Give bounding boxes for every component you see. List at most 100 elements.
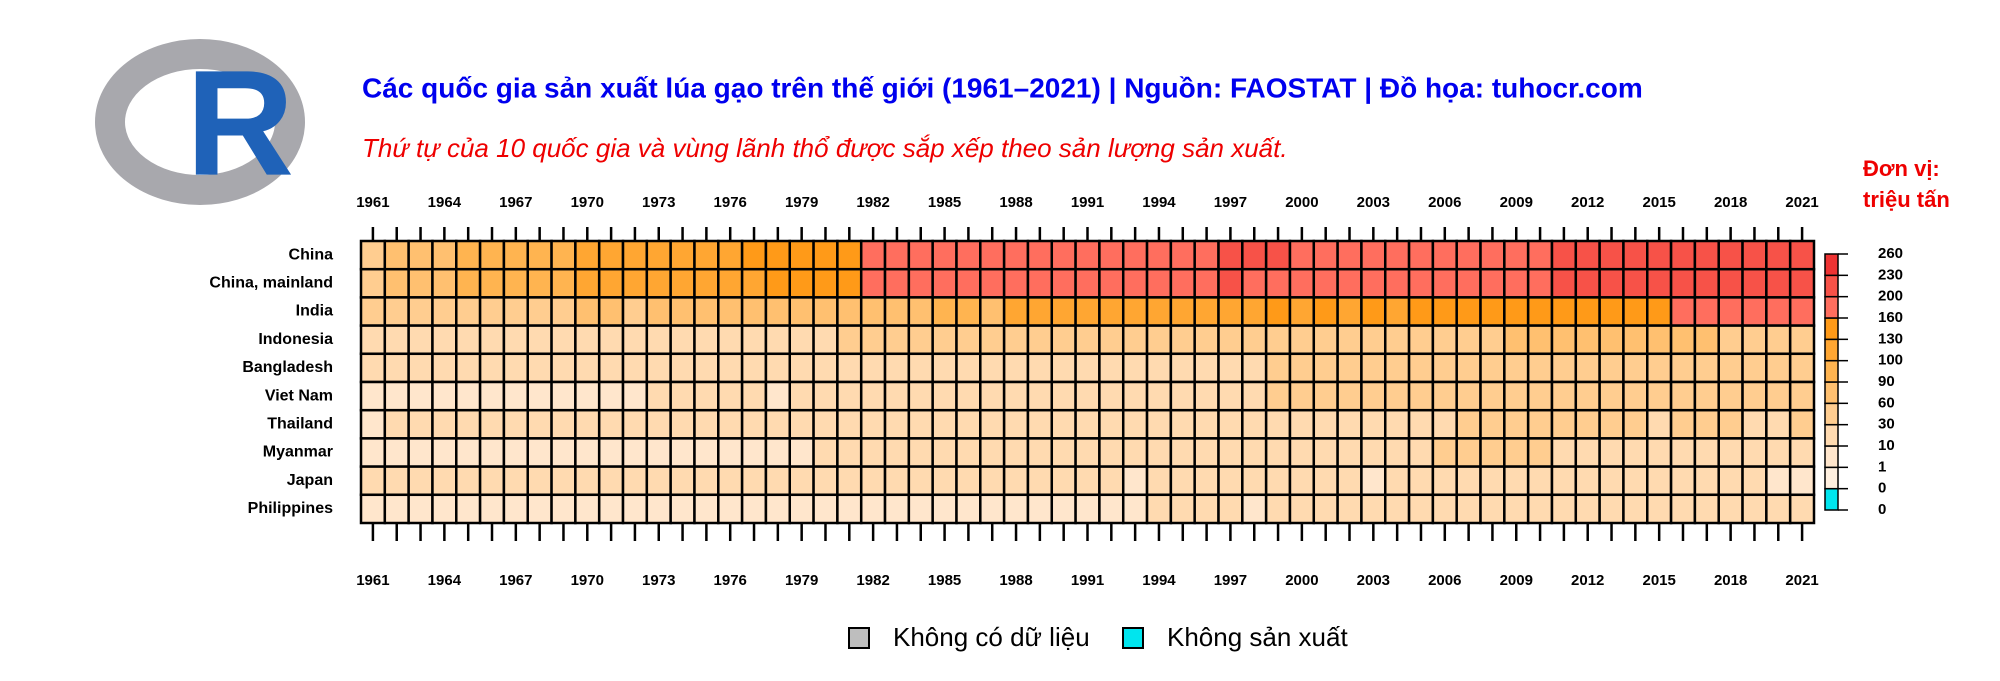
cell	[1765, 465, 1792, 497]
cell	[1574, 493, 1601, 525]
legend-tick-label: 100	[1878, 352, 1903, 369]
cell	[1002, 324, 1030, 356]
cell	[764, 352, 792, 384]
row-label: Indonesia	[258, 331, 333, 348]
cell	[1765, 493, 1792, 525]
cell	[1455, 408, 1482, 440]
cell	[407, 324, 434, 356]
cell	[788, 239, 815, 271]
cell	[859, 267, 887, 299]
cell	[1383, 352, 1411, 384]
cell	[431, 408, 458, 440]
cell	[836, 408, 863, 440]
cell	[1050, 239, 1077, 271]
cell	[1574, 380, 1601, 412]
unit-label: triệu tấn	[1863, 187, 1950, 212]
cell	[597, 296, 625, 327]
cell	[669, 324, 696, 356]
cell	[669, 408, 696, 440]
cell	[550, 408, 577, 440]
x-tick-label: 2021	[1785, 194, 1818, 211]
cell	[1264, 437, 1292, 468]
cell	[1336, 493, 1363, 525]
cell	[526, 239, 553, 271]
cell	[1145, 296, 1173, 327]
cell	[693, 493, 720, 525]
x-tick-label: 2021	[1785, 572, 1818, 589]
cell	[1693, 437, 1720, 468]
cell	[931, 324, 958, 356]
cell	[1455, 324, 1482, 356]
cell	[1598, 352, 1625, 384]
cell	[836, 493, 863, 525]
cell	[502, 352, 529, 384]
cell	[1622, 296, 1649, 327]
cell	[1479, 408, 1506, 440]
cell	[1145, 437, 1173, 468]
cell	[1360, 352, 1387, 384]
cell	[955, 465, 982, 497]
row-label: Thailand	[267, 416, 333, 433]
cell	[740, 296, 768, 327]
cell	[693, 408, 720, 440]
cell	[597, 239, 625, 271]
cell	[1431, 267, 1458, 299]
cell	[1264, 239, 1292, 271]
cell	[455, 296, 482, 327]
cell	[1336, 437, 1363, 468]
cell	[693, 352, 720, 384]
cell	[955, 352, 982, 384]
cell	[502, 465, 529, 497]
legend-tick-label: 90	[1878, 373, 1895, 390]
legend-swatch	[1824, 381, 1839, 405]
cell	[1574, 296, 1601, 327]
cell	[574, 324, 601, 356]
cell	[1741, 493, 1768, 525]
cell	[1002, 380, 1030, 412]
cell	[1741, 380, 1768, 412]
x-tick-label: 2018	[1714, 572, 1747, 589]
cell	[788, 380, 815, 412]
legend-na-swatch	[848, 627, 870, 649]
cell	[1098, 296, 1125, 327]
cell	[383, 465, 410, 497]
cell	[812, 324, 839, 356]
cell	[1717, 296, 1744, 327]
cell	[1193, 267, 1220, 299]
cell	[502, 296, 529, 327]
x-tick-label: 1982	[856, 194, 889, 211]
cell	[1360, 493, 1387, 525]
cell	[1241, 465, 1268, 497]
cell	[645, 493, 672, 525]
legend-tick-label: 0	[1878, 501, 1886, 518]
cell	[1646, 408, 1673, 440]
cell	[836, 324, 863, 356]
cell	[1241, 352, 1268, 384]
cell	[1598, 408, 1625, 440]
cell	[1622, 324, 1649, 356]
cell	[1407, 408, 1435, 440]
cell	[597, 465, 625, 497]
cell	[1717, 380, 1744, 412]
cell	[836, 239, 863, 271]
cell	[1288, 380, 1316, 412]
cell	[502, 493, 529, 525]
cell	[1145, 380, 1173, 412]
cell	[1074, 493, 1101, 525]
cell	[526, 465, 553, 497]
cell	[1121, 239, 1149, 271]
cell	[645, 267, 672, 299]
cell	[1193, 352, 1220, 384]
cell	[1383, 493, 1411, 525]
cell	[1098, 465, 1125, 497]
cell	[1288, 408, 1316, 440]
x-tick-label: 1988	[999, 194, 1032, 211]
cell	[383, 324, 410, 356]
cell	[836, 437, 863, 468]
cell	[883, 324, 911, 356]
cell	[1312, 324, 1339, 356]
cell	[669, 493, 696, 525]
cell	[1693, 324, 1720, 356]
cell	[836, 352, 863, 384]
cell	[1574, 267, 1601, 299]
